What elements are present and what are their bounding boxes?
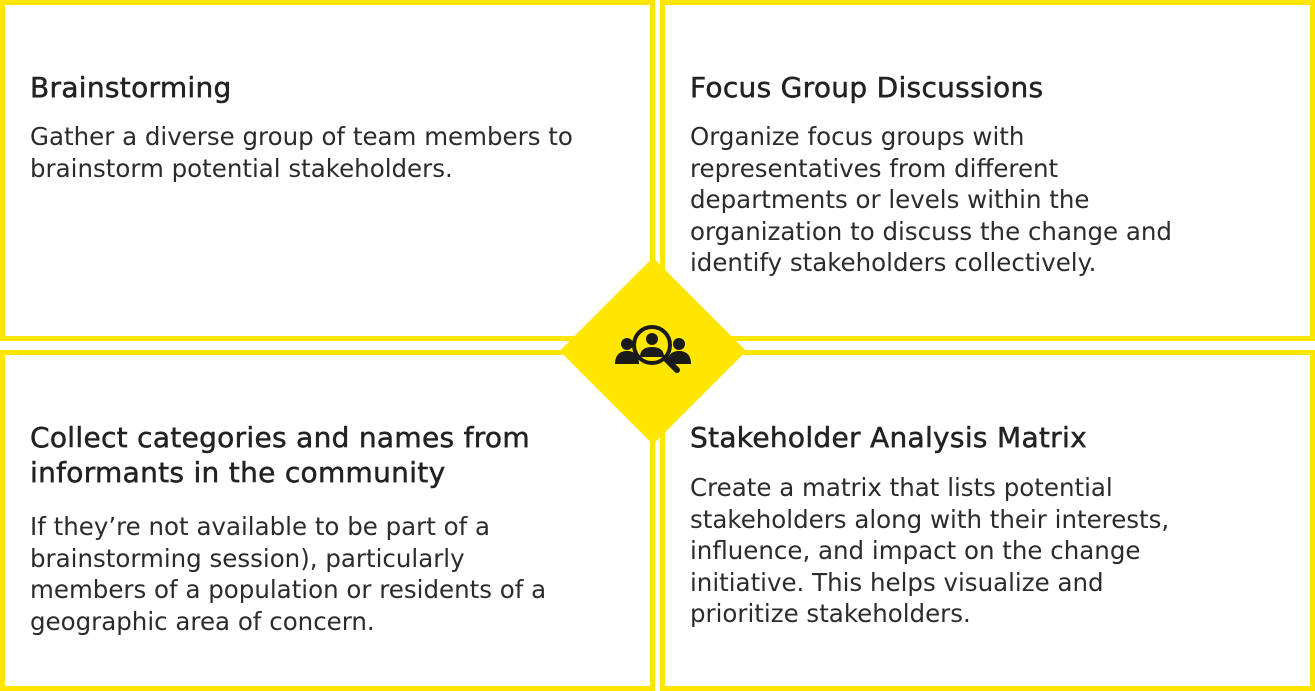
- center-diamond: [559, 257, 747, 445]
- stakeholder-search-icon: [615, 325, 691, 373]
- card-focus-group-discussions: Focus Group Discussions Organize focus g…: [660, 0, 1315, 341]
- card-brainstorming: Brainstorming Gather a diverse group of …: [0, 0, 655, 341]
- card-title: Stakeholder Analysis Matrix: [690, 421, 1087, 455]
- card-title-line: informants in the community: [30, 456, 446, 490]
- card-description-line: representatives from different: [690, 153, 1059, 183]
- card-description-line: brainstorm potential stakeholders.: [30, 153, 453, 183]
- card-description-line: stakeholders along with their interests,: [690, 504, 1170, 534]
- card-description-line: Gather a diverse group of team members t…: [30, 122, 573, 151]
- card-stakeholder-analysis-matrix: Stakeholder Analysis Matrix Create a mat…: [660, 350, 1315, 691]
- card-title: Collect categories and names from inform…: [30, 420, 630, 490]
- card-description-line: organization to discuss the change and: [690, 216, 1172, 246]
- card-collect-categories: Collect categories and names from inform…: [0, 350, 655, 691]
- card-title: Brainstorming: [30, 71, 232, 105]
- card-description-line: Create a matrix that lists potential: [690, 473, 1113, 502]
- card-description: Create a matrix that lists potential sta…: [690, 472, 1290, 630]
- card-description-line: Organize focus groups with: [690, 122, 1025, 151]
- card-description: If they’re not available to be part of a…: [30, 511, 630, 637]
- card-description-line: initiative. This helps visualize and: [690, 567, 1104, 597]
- card-title: Focus Group Discussions: [690, 71, 1044, 105]
- card-description-line: prioritize stakeholders.: [690, 599, 971, 629]
- card-description-line: influence, and impact on the change: [690, 536, 1141, 566]
- card-description-line: members of a population or residents of …: [30, 575, 547, 605]
- card-description-line: If they’re not available to be part of a: [30, 512, 491, 541]
- card-description-line: geographic area of concern.: [30, 606, 375, 636]
- card-description: Organize focus groups with representativ…: [690, 121, 1305, 279]
- card-description-line: departments or levels within the: [690, 185, 1090, 215]
- card-description-line: brainstorming session), particularly: [30, 543, 465, 573]
- card-description: Gather a diverse group of team members t…: [30, 121, 630, 184]
- card-description-line: identify stakeholders collectively.: [690, 248, 1097, 278]
- card-title-line: Collect categories and names from: [30, 421, 530, 455]
